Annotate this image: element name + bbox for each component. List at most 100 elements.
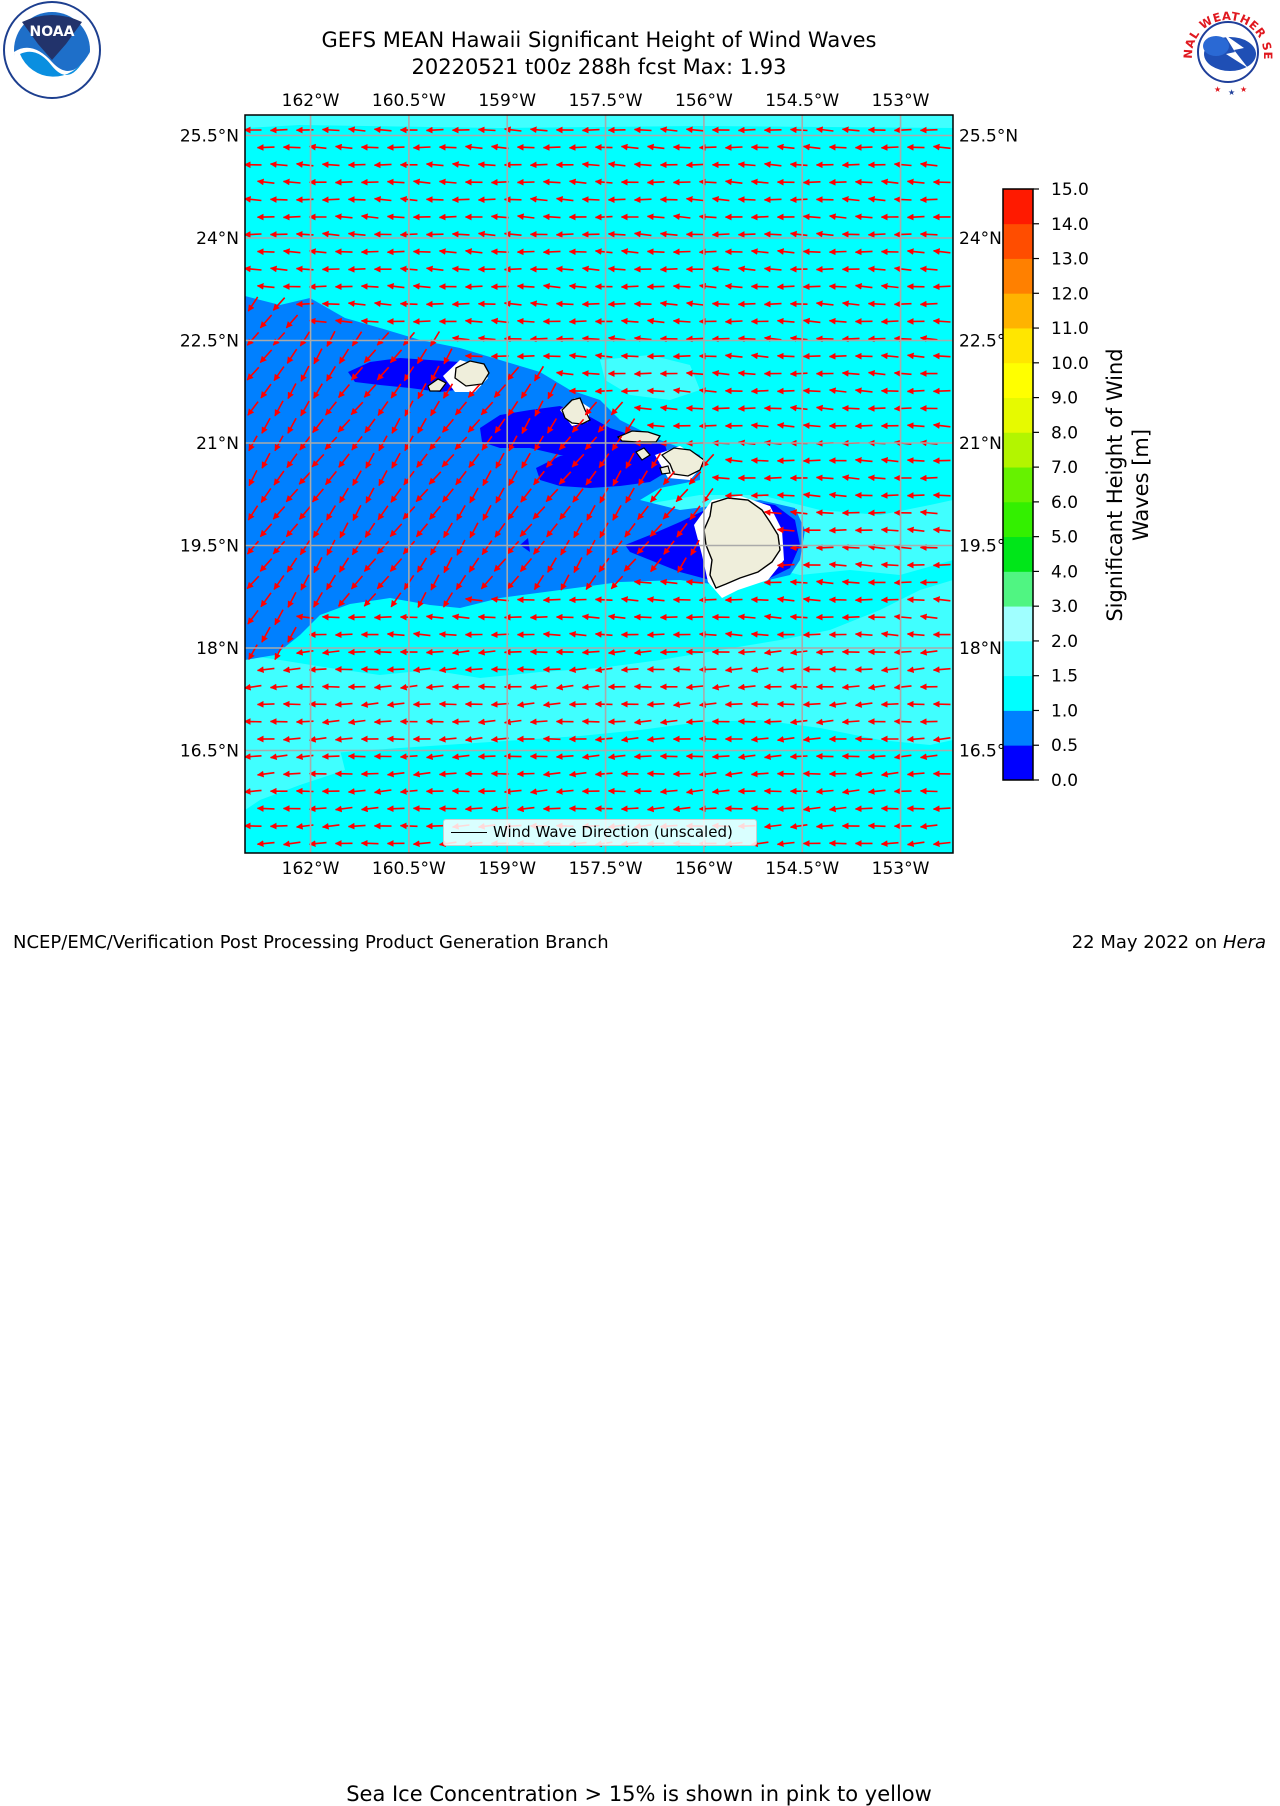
wave-direction-arrow bbox=[284, 704, 301, 705]
wave-direction-arrow bbox=[648, 704, 665, 705]
colorbar-label-line1: Significant Height of Wind bbox=[1103, 348, 1127, 621]
wave-direction-arrow bbox=[648, 356, 665, 357]
wave-direction-arrow bbox=[414, 252, 431, 253]
wave-direction-arrow bbox=[622, 286, 639, 287]
wave-direction-arrow bbox=[375, 164, 392, 165]
wave-direction-arrow bbox=[895, 130, 912, 131]
lon-tick-label-bottom: 154.5°W bbox=[765, 859, 839, 879]
colorbar-segment bbox=[1003, 363, 1033, 398]
wave-direction-arrow bbox=[700, 182, 717, 183]
map-canvas: 162°W162°W160.5°W160.5°W159°W159°W157.5°… bbox=[0, 0, 1280, 960]
wave-direction-arrow bbox=[518, 286, 535, 287]
wave-direction-arrow bbox=[362, 286, 379, 287]
wave-direction-arrow bbox=[895, 199, 912, 200]
wave-direction-arrow bbox=[635, 617, 652, 618]
wave-direction-arrow bbox=[934, 495, 951, 496]
wave-direction-arrow bbox=[544, 808, 561, 809]
wave-direction-arrow bbox=[583, 721, 600, 722]
wave-direction-arrow bbox=[609, 721, 626, 722]
wave-direction-arrow bbox=[856, 739, 873, 740]
wave-direction-arrow bbox=[362, 147, 379, 148]
wave-direction-arrow bbox=[336, 182, 353, 183]
colorbar-segment bbox=[1003, 328, 1033, 363]
wave-direction-arrow bbox=[713, 339, 730, 340]
wave-direction-arrow bbox=[791, 130, 808, 131]
wave-direction-arrow bbox=[739, 338, 756, 339]
wave-direction-arrow bbox=[453, 721, 470, 722]
wave-direction-arrow bbox=[739, 721, 756, 722]
wave-direction-arrow bbox=[518, 147, 535, 148]
footer-date: 22 May 2022 on Hera bbox=[1072, 932, 1266, 953]
colorbar-segment bbox=[1003, 224, 1033, 259]
wave-direction-arrow bbox=[635, 373, 652, 374]
lon-tick-label-top: 156°W bbox=[675, 91, 733, 111]
wave-direction-arrow bbox=[479, 617, 496, 618]
wave-direction-arrow bbox=[492, 182, 509, 183]
wave-direction-arrow bbox=[427, 130, 444, 131]
colorbar-segment bbox=[1003, 710, 1033, 745]
colorbar-segment bbox=[1003, 745, 1033, 780]
wave-direction-arrow bbox=[895, 338, 912, 339]
wave-direction-arrow bbox=[908, 599, 925, 600]
wave-direction-arrow bbox=[388, 182, 405, 183]
wave-direction-arrow bbox=[479, 199, 496, 200]
wave-direction-arrow bbox=[726, 321, 743, 322]
wave-direction-arrow bbox=[674, 774, 691, 775]
wave-direction-arrow bbox=[908, 391, 925, 392]
wave-direction-arrow bbox=[856, 808, 873, 809]
wave-direction-arrow bbox=[323, 617, 340, 618]
wave-direction-arrow bbox=[739, 408, 756, 409]
wave-direction-arrow bbox=[869, 234, 886, 235]
wave-direction-arrow bbox=[583, 199, 600, 200]
wave-direction-arrow bbox=[648, 391, 665, 392]
wave-direction-arrow bbox=[271, 199, 288, 200]
wave-direction-arrow bbox=[830, 356, 847, 357]
wave-direction-arrow bbox=[596, 217, 613, 218]
wave-direction-arrow bbox=[349, 617, 366, 618]
wave-direction-arrow bbox=[245, 234, 262, 235]
wave-direction-arrow bbox=[908, 217, 925, 218]
wave-direction-arrow bbox=[817, 652, 834, 653]
wave-direction-arrow bbox=[778, 286, 795, 287]
wave-direction-arrow bbox=[609, 304, 626, 305]
wave-direction-arrow bbox=[388, 147, 405, 148]
wave-direction-arrow bbox=[362, 843, 379, 844]
wave-direction-arrow bbox=[713, 234, 730, 235]
wave-direction-arrow bbox=[375, 617, 392, 618]
colorbar-tick-label: 5.0 bbox=[1051, 528, 1078, 548]
wave-direction-arrow bbox=[934, 565, 951, 566]
wave-direction-arrow bbox=[310, 669, 327, 670]
wave-direction-arrow bbox=[869, 756, 886, 757]
wave-direction-arrow bbox=[440, 704, 457, 705]
wave-direction-arrow bbox=[791, 373, 808, 374]
wave-direction-arrow bbox=[882, 147, 899, 148]
wave-direction-arrow bbox=[609, 234, 626, 235]
wave-direction-arrow bbox=[284, 773, 301, 774]
wave-direction-arrow bbox=[570, 147, 587, 148]
wave-direction-arrow bbox=[895, 652, 912, 653]
wave-direction-arrow bbox=[674, 356, 691, 357]
wave-direction-arrow bbox=[791, 617, 808, 618]
colorbar-segment bbox=[1003, 571, 1033, 606]
wave-direction-arrow bbox=[258, 704, 275, 705]
wave-direction-arrow bbox=[336, 252, 353, 253]
lon-tick-label-top: 159°W bbox=[478, 91, 536, 111]
wave-direction-arrow bbox=[492, 774, 509, 775]
colorbar-tick-label: 1.0 bbox=[1051, 701, 1078, 721]
wave-direction-arrow bbox=[674, 252, 691, 253]
wave-direction-arrow bbox=[622, 808, 639, 809]
wave-direction-arrow bbox=[414, 147, 431, 148]
wave-direction-arrow bbox=[635, 199, 652, 200]
lat-tick-label-left: 24°N bbox=[196, 229, 239, 249]
colorbar-tick-label: 7.0 bbox=[1051, 458, 1078, 478]
wave-direction-arrow bbox=[349, 269, 366, 270]
colorbar-tick-label: 10.0 bbox=[1051, 354, 1089, 374]
lon-tick-label-bottom: 159°W bbox=[478, 859, 536, 879]
colorbar-segment bbox=[1003, 398, 1033, 433]
wave-direction-arrow bbox=[830, 252, 847, 253]
wave-direction-arrow bbox=[427, 199, 444, 200]
wave-direction-arrow bbox=[856, 669, 873, 670]
wave-direction-arrow bbox=[908, 460, 925, 461]
wave-direction-arrow bbox=[414, 704, 431, 705]
footer-branch: NCEP/EMC/Verification Post Processing Pr… bbox=[13, 932, 609, 953]
